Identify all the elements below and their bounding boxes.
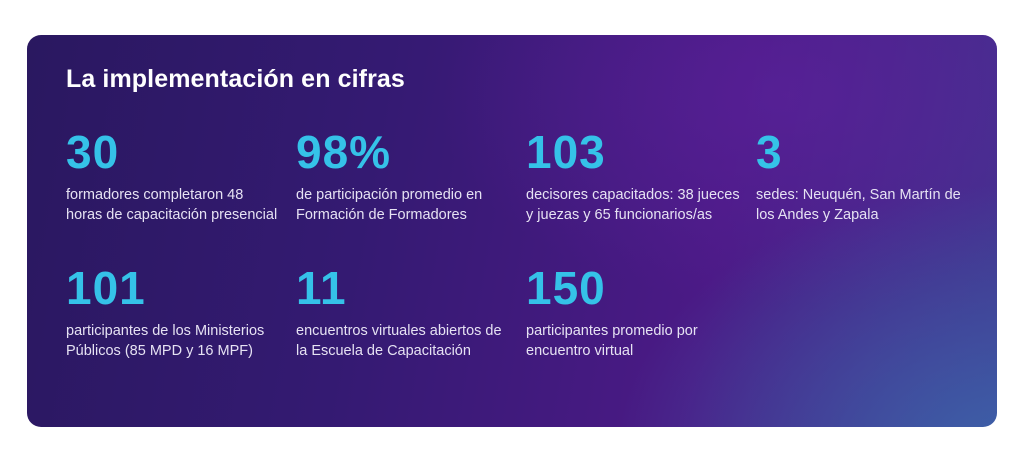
stat-description: sedes: Neuquén, San Martín de los Andes … (756, 187, 961, 223)
stat-number: 98% (296, 126, 392, 178)
stat-description: de participación promedio en Formación d… (296, 187, 483, 223)
stat-sedes: 3 sedes: Neuquén, San Martín de los Ande… (756, 129, 971, 225)
stat-description: encuentros virtuales abiertos de la Escu… (296, 323, 502, 359)
stat-description: formadores completaron 48 horas de capac… (66, 187, 278, 223)
stat-ministerios: 101 participantes de los Ministerios Púb… (66, 265, 281, 361)
stat-description: participantes de los Ministerios Público… (66, 323, 265, 359)
stat-formadores: 30 formadores completaron 48 horas de ca… (66, 129, 281, 225)
stat-description: participantes promedio por encuentro vir… (526, 323, 698, 359)
stat-encuentros: 11 encuentros virtuales abiertos de la E… (296, 265, 511, 361)
section-title: La implementación en cifras (66, 65, 405, 93)
stat-participantes-promedio: 150 participantes promedio por encuentro… (526, 265, 741, 361)
stat-decisores: 103 decisores capacitados: 38 jueces y j… (526, 129, 741, 225)
stat-participacion: 98% de participación promedio en Formaci… (296, 129, 511, 225)
stats-card: La implementación en cifras 30 formadore… (27, 35, 997, 427)
stat-description: decisores capacitados: 38 jueces y jueza… (526, 187, 740, 223)
stat-number: 103 (526, 126, 606, 178)
stat-number: 101 (66, 262, 146, 314)
stat-number: 3 (756, 126, 783, 178)
stat-number: 150 (526, 262, 606, 314)
stat-number: 30 (66, 126, 120, 178)
stat-number: 11 (296, 262, 347, 314)
